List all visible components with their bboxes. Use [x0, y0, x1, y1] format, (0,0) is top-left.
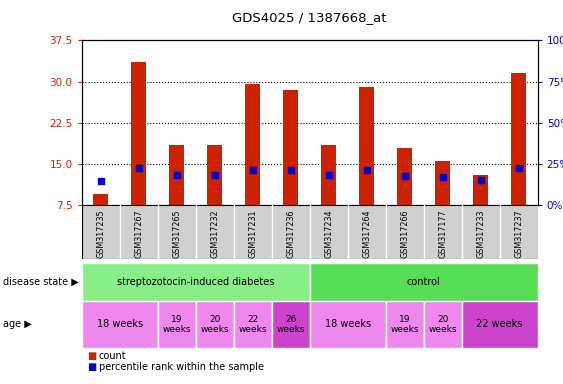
Point [286, 167, 295, 173]
Point [362, 167, 371, 173]
Text: GSM317266: GSM317266 [400, 210, 409, 258]
Text: GSM317267: GSM317267 [134, 210, 143, 258]
Bar [423, 301, 462, 348]
Bar [283, 90, 298, 205]
Text: GSM317264: GSM317264 [362, 210, 371, 258]
Bar [435, 161, 450, 205]
Text: GSM317237: GSM317237 [514, 210, 523, 258]
Point [96, 177, 105, 184]
Text: 18 weeks: 18 weeks [325, 319, 370, 329]
Bar [82, 263, 310, 301]
Point [210, 172, 219, 178]
Text: disease state ▶: disease state ▶ [3, 277, 79, 287]
Bar [169, 145, 184, 205]
Point [476, 177, 485, 183]
Text: GSM317235: GSM317235 [96, 210, 105, 258]
Text: 22
weeks: 22 weeks [238, 315, 267, 334]
Point [134, 165, 143, 171]
Text: ■: ■ [87, 362, 96, 372]
Text: GSM317233: GSM317233 [476, 210, 485, 258]
Point [248, 167, 257, 173]
Text: GSM317177: GSM317177 [438, 210, 447, 258]
Text: GSM317265: GSM317265 [172, 210, 181, 258]
Point [172, 172, 181, 178]
Text: count: count [99, 351, 126, 361]
Text: GSM317236: GSM317236 [286, 210, 295, 258]
Point [400, 173, 409, 179]
Bar [93, 194, 108, 205]
Text: streptozotocin-induced diabetes: streptozotocin-induced diabetes [117, 277, 274, 287]
Bar [321, 145, 336, 205]
Bar [359, 87, 374, 205]
Text: GSM317234: GSM317234 [324, 210, 333, 258]
Text: 19
weeks: 19 weeks [390, 315, 419, 334]
Bar [462, 301, 538, 348]
Bar [386, 301, 423, 348]
Text: 19
weeks: 19 weeks [162, 315, 191, 334]
Point [514, 165, 523, 171]
Bar [234, 301, 271, 348]
Text: age ▶: age ▶ [3, 319, 32, 329]
Text: GSM317231: GSM317231 [248, 210, 257, 258]
Bar [310, 301, 386, 348]
Bar [158, 301, 196, 348]
Text: GDS4025 / 1387668_at: GDS4025 / 1387668_at [233, 12, 387, 25]
Text: percentile rank within the sample: percentile rank within the sample [99, 362, 263, 372]
Text: 20
weeks: 20 weeks [428, 315, 457, 334]
Bar [271, 301, 310, 348]
Bar [397, 148, 412, 205]
Point [438, 174, 447, 180]
Bar [310, 263, 538, 301]
Text: 26
weeks: 26 weeks [276, 315, 305, 334]
Text: GSM317232: GSM317232 [210, 210, 219, 258]
Bar [196, 301, 234, 348]
Bar [82, 301, 158, 348]
Text: 22 weeks: 22 weeks [476, 319, 523, 329]
Text: 20
weeks: 20 weeks [200, 315, 229, 334]
Text: control: control [407, 277, 440, 287]
Bar [207, 145, 222, 205]
Text: ■: ■ [87, 351, 96, 361]
Text: 18 weeks: 18 weeks [97, 319, 142, 329]
Point [324, 172, 333, 178]
Bar [131, 62, 146, 205]
Bar [245, 84, 260, 205]
Bar [511, 73, 526, 205]
Bar [473, 175, 488, 205]
